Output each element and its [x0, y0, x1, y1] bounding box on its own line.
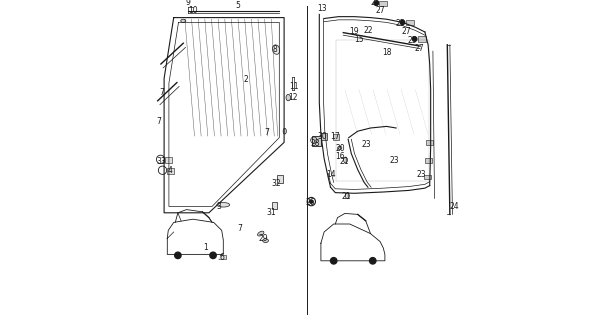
Text: 33: 33: [156, 157, 166, 166]
Circle shape: [413, 37, 417, 41]
Ellipse shape: [346, 193, 349, 199]
Ellipse shape: [181, 19, 186, 22]
Text: 27: 27: [402, 27, 411, 36]
Ellipse shape: [344, 157, 348, 163]
Text: 7: 7: [237, 224, 242, 233]
Text: 29: 29: [259, 234, 268, 243]
Circle shape: [210, 252, 216, 259]
FancyBboxPatch shape: [406, 20, 414, 25]
Text: 21: 21: [340, 157, 349, 166]
Text: 7: 7: [159, 88, 164, 97]
FancyBboxPatch shape: [218, 255, 226, 259]
Circle shape: [366, 254, 380, 268]
Ellipse shape: [283, 128, 286, 134]
Text: 14: 14: [327, 170, 337, 179]
Text: 31: 31: [267, 208, 276, 217]
Text: 30: 30: [317, 132, 327, 141]
Text: 18: 18: [383, 48, 392, 57]
FancyBboxPatch shape: [312, 136, 321, 146]
Text: 15: 15: [354, 35, 364, 44]
FancyBboxPatch shape: [425, 158, 432, 163]
Circle shape: [327, 254, 341, 268]
Circle shape: [370, 258, 376, 264]
FancyBboxPatch shape: [418, 36, 426, 42]
Text: 23: 23: [362, 140, 371, 149]
Ellipse shape: [262, 239, 268, 243]
Text: 9: 9: [185, 0, 190, 7]
Ellipse shape: [257, 231, 264, 236]
Text: 21: 21: [342, 192, 351, 201]
FancyBboxPatch shape: [321, 133, 327, 140]
Text: 10: 10: [188, 6, 198, 15]
Text: 7: 7: [156, 117, 161, 126]
Circle shape: [172, 249, 185, 262]
Text: 12: 12: [288, 93, 298, 102]
FancyBboxPatch shape: [333, 134, 338, 140]
Text: 28: 28: [310, 139, 320, 148]
Text: 26: 26: [306, 198, 316, 207]
Text: 24: 24: [450, 202, 460, 211]
Text: 23: 23: [390, 156, 399, 165]
Text: 2: 2: [243, 76, 248, 84]
Text: 25: 25: [408, 36, 417, 45]
Circle shape: [175, 252, 181, 259]
Text: 17: 17: [330, 132, 340, 141]
Text: 19: 19: [349, 27, 359, 36]
Text: 4: 4: [168, 166, 173, 175]
Text: 27: 27: [376, 6, 386, 15]
FancyBboxPatch shape: [424, 175, 431, 179]
Text: 3: 3: [216, 202, 221, 211]
Text: 8: 8: [272, 45, 277, 54]
Text: 32: 32: [272, 180, 281, 188]
Text: 5: 5: [235, 1, 240, 10]
Text: 11: 11: [289, 82, 299, 91]
FancyBboxPatch shape: [426, 140, 433, 145]
FancyBboxPatch shape: [277, 175, 283, 183]
Text: 23: 23: [416, 170, 426, 179]
Text: 16: 16: [335, 152, 345, 161]
FancyBboxPatch shape: [167, 168, 174, 174]
Text: 22: 22: [364, 26, 373, 35]
Text: 1: 1: [204, 244, 208, 252]
Text: 25: 25: [396, 20, 405, 28]
Text: 6: 6: [219, 253, 224, 262]
Ellipse shape: [286, 94, 291, 101]
FancyBboxPatch shape: [272, 202, 277, 209]
Text: 27: 27: [414, 44, 424, 53]
Circle shape: [207, 249, 219, 262]
Text: 20: 20: [335, 144, 345, 153]
Text: 13: 13: [317, 4, 327, 13]
Circle shape: [400, 20, 405, 25]
Text: 25: 25: [370, 0, 380, 7]
Text: 7: 7: [264, 128, 269, 137]
Circle shape: [330, 258, 337, 264]
Ellipse shape: [338, 146, 342, 149]
Circle shape: [310, 200, 313, 203]
Ellipse shape: [217, 203, 230, 207]
Circle shape: [374, 1, 378, 5]
FancyBboxPatch shape: [165, 157, 172, 163]
FancyBboxPatch shape: [379, 1, 387, 6]
Ellipse shape: [273, 45, 280, 54]
